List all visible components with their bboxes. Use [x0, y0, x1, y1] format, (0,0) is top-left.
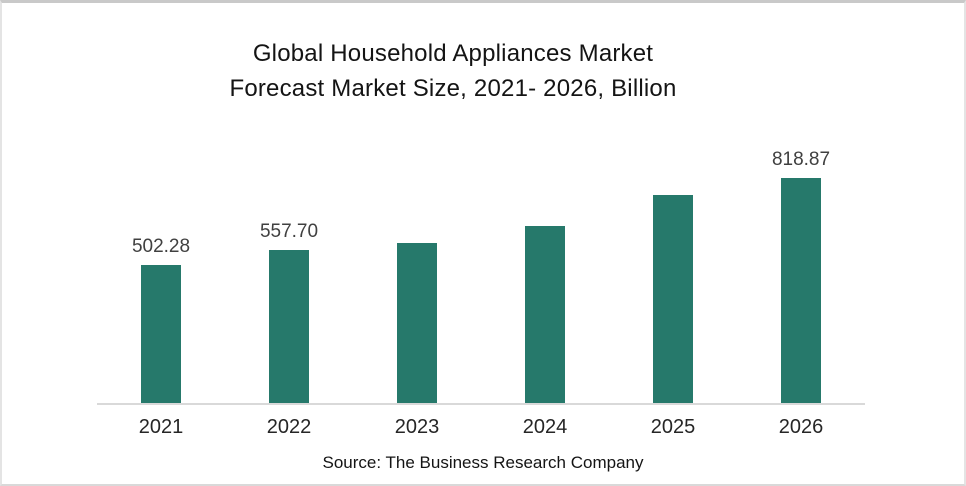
source-note: Source: The Business Research Company: [322, 453, 644, 472]
bar-2021: [141, 265, 181, 403]
bar-value-label-2026: 818.87: [771, 149, 831, 170]
bar-2023: [397, 243, 437, 403]
x-tick-2021: 2021: [138, 416, 184, 438]
bar-group-2021: 502.28: [97, 133, 225, 403]
bar-2022: [269, 249, 309, 403]
x-tick-2023: 2023: [394, 416, 440, 438]
bar-group-2022: 557.70: [225, 133, 353, 403]
x-axis-line: [97, 403, 865, 405]
x-tick-2026: 2026: [778, 416, 824, 438]
bar-2024: [525, 226, 565, 403]
bar-2025: [653, 195, 693, 403]
bar-group-2024: [481, 133, 609, 403]
plot-area: 502.28 557.70 818.87: [97, 133, 865, 403]
chart-title: Global Household Appliances Market Forec…: [2, 36, 904, 106]
bar-group-2023: [353, 133, 481, 403]
x-tick-2022: 2022: [266, 416, 312, 438]
bar-group-2025: [609, 133, 737, 403]
bar-value-label-2022: 557.70: [259, 220, 319, 242]
bar-chart: 502.28 557.70 818.87 2021 2022 2023 2024 2025 2…: [97, 133, 865, 443]
bar-2026: [781, 178, 821, 403]
x-axis-labels: 2021 2022 2023 2024 2025 2026: [97, 416, 865, 438]
bar-value-label-2021: 502.28: [131, 236, 191, 257]
bar-group-2026: 818.87: [737, 133, 865, 403]
chart-title-line-1: Global Household Appliances Market: [252, 40, 654, 67]
x-tick-2025: 2025: [650, 416, 696, 438]
chart-title-line-2: Forecast Market Size, 2021- 2026, Billio…: [229, 75, 677, 102]
x-tick-2024: 2024: [522, 416, 568, 438]
